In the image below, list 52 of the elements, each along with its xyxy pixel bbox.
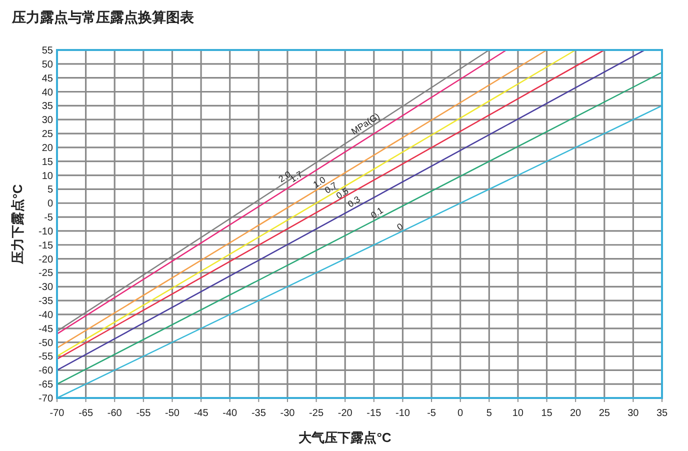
x-tick-label: -65 <box>78 408 94 419</box>
x-tick-label: -35 <box>251 408 266 419</box>
x-tick-label: -40 <box>222 408 238 419</box>
annotation: 0.1 <box>368 205 385 220</box>
y-tick-label: -25 <box>38 268 54 280</box>
y-tick-label: 35 <box>42 101 54 112</box>
x-tick-label: 5 <box>486 408 492 419</box>
x-tick-label: -25 <box>309 408 324 419</box>
y-tick-label: 15 <box>42 156 54 168</box>
y-tick-label: 50 <box>42 59 54 70</box>
y-tick-label: -15 <box>38 240 54 252</box>
y-tick-label: 45 <box>42 73 54 84</box>
y-tick-label: 55 <box>42 46 54 56</box>
y-tick-label: -40 <box>38 310 54 321</box>
x-tick-label: -10 <box>395 408 410 419</box>
x-tick-label: -55 <box>136 408 152 419</box>
y-tick-label: 0 <box>47 198 54 210</box>
y-tick-label: -45 <box>38 324 54 335</box>
x-tick-label: 30 <box>628 408 640 419</box>
annotation: 0 <box>395 221 405 232</box>
y-tick-label: -35 <box>38 296 54 308</box>
y-tick-label: -70 <box>38 394 54 404</box>
x-tick-label: 35 <box>656 408 668 419</box>
x-tick-label: 20 <box>570 408 582 419</box>
y-tick-label: 10 <box>42 170 54 182</box>
y-tick-label: -55 <box>38 352 54 363</box>
x-tick-label: -50 <box>165 408 180 419</box>
y-tick-label: -5 <box>44 212 54 224</box>
x-tick-label: 25 <box>598 408 610 419</box>
x-tick-label: 0 <box>458 408 464 419</box>
y-tick-label: -65 <box>38 380 54 391</box>
chart-title: 压力露点与常压露点换算图表 <box>11 9 195 25</box>
x-tick-label: -60 <box>107 408 122 419</box>
x-tick-label: -15 <box>366 408 382 419</box>
y-tick-label: -50 <box>38 338 54 349</box>
x-tick-label: -30 <box>280 408 296 419</box>
y-tick-label: -60 <box>38 366 54 377</box>
y-tick-label: -20 <box>38 254 54 266</box>
x-tick-label: 15 <box>541 408 553 419</box>
y-tick-label: 20 <box>42 142 54 154</box>
x-tick-label: 10 <box>512 408 524 419</box>
y-axis-title: 压力下露点°C <box>10 184 25 265</box>
y-tick-label: 5 <box>47 184 54 196</box>
x-tick-label: -45 <box>194 408 209 419</box>
y-tick-label: 40 <box>42 87 54 98</box>
y-tick-label: -30 <box>38 282 54 294</box>
x-axis-title: 大气压下露点°C <box>298 430 392 445</box>
y-tick-label: -10 <box>38 226 54 238</box>
x-tick-label: -20 <box>338 408 353 419</box>
y-tick-label: 25 <box>42 129 54 140</box>
y-tick-label: 30 <box>42 115 54 126</box>
x-tick-label: -5 <box>427 408 436 419</box>
